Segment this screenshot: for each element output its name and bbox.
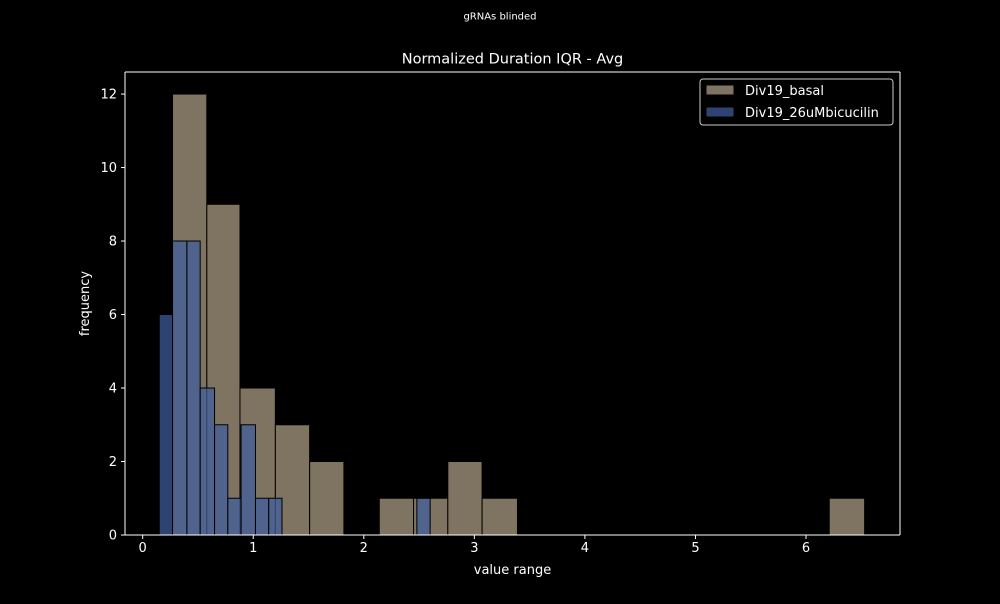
legend: Div19_basal Div19_26uMbicucilin xyxy=(699,78,894,126)
histogram-bar-series0-8 xyxy=(447,461,483,536)
y-tick-label: 8 xyxy=(109,235,117,250)
y-tick-label: 10 xyxy=(100,161,117,176)
histogram-bar-series0-6 xyxy=(378,497,415,536)
histogram-bar-series1-9 xyxy=(416,497,431,536)
y-tick-label: 12 xyxy=(100,88,117,103)
histogram-bar-series0-4 xyxy=(309,461,345,536)
histogram-bar-series0-9 xyxy=(481,497,518,536)
y-axis-ticks: 0 2 4 6 8 10 12 xyxy=(100,88,125,544)
axes-frame xyxy=(124,71,901,536)
y-tick-label: 4 xyxy=(109,382,117,397)
x-tick-label: 6 xyxy=(802,541,810,556)
legend-swatch-bicucilin xyxy=(705,106,735,118)
figure-suptitle: gRNAs blinded xyxy=(463,12,536,23)
histogram-bar-series1-6 xyxy=(240,424,256,536)
legend-label-basal: Div19_basal xyxy=(745,84,824,99)
legend-box xyxy=(699,78,894,126)
histogram-bar-series1-3 xyxy=(199,387,216,536)
chart-title: Normalized Duration IQR - Avg xyxy=(402,52,624,68)
x-axis-label: value range xyxy=(474,563,551,578)
y-tick-label: 6 xyxy=(109,308,117,323)
x-tick-label: 1 xyxy=(249,541,257,556)
x-axis-ticks: 0 1 2 3 4 5 6 xyxy=(139,535,810,556)
histogram-bar-series1-8 xyxy=(268,497,283,536)
legend-swatch-basal xyxy=(705,84,735,96)
histogram-bar-series1-1 xyxy=(172,240,188,536)
x-tick-label: 5 xyxy=(691,541,699,556)
histogram-bar-series1-4 xyxy=(214,424,229,536)
x-tick-label: 0 xyxy=(139,541,147,556)
series-1 xyxy=(158,240,431,536)
y-tick-label: 2 xyxy=(109,455,117,470)
histogram-series xyxy=(158,93,866,536)
histogram-bar-series1-0 xyxy=(158,314,174,536)
histogram-bar-series1-2 xyxy=(186,240,201,536)
legend-label-bicucilin: Div19_26uMbicucilin xyxy=(745,106,879,121)
x-tick-label: 4 xyxy=(581,541,589,556)
y-tick-label: 0 xyxy=(109,529,117,544)
histogram-bar-series0-10 xyxy=(828,497,866,536)
histogram-bar-series1-5 xyxy=(227,497,242,536)
histogram-bar-series1-7 xyxy=(254,497,270,536)
x-tick-label: 2 xyxy=(360,541,368,556)
y-axis-label: frequency xyxy=(78,271,93,337)
x-tick-label: 3 xyxy=(470,541,478,556)
